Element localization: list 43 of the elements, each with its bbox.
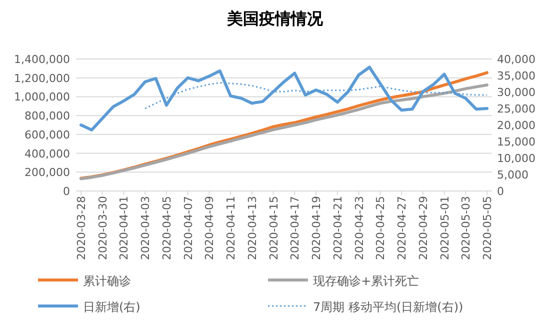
x-tick-label: 2020-05-01 bbox=[438, 196, 452, 260]
y2-tick-label: 35,000 bbox=[497, 70, 536, 82]
y-tick-label: 1,200,000 bbox=[14, 72, 70, 85]
x-tick-label: 2020-04-05 bbox=[160, 196, 174, 260]
y2-tick-label: 25,000 bbox=[497, 102, 536, 116]
x-tick-label: 2020-04-13 bbox=[246, 196, 259, 260]
x-tick-label: 2020-05-03 bbox=[460, 196, 473, 260]
chart-title: 美国疫情情况 bbox=[226, 9, 324, 28]
legend-label: 7周期 移动平均(日新增(右)) bbox=[313, 300, 464, 314]
y2-tick-label: 5,000 bbox=[497, 168, 528, 182]
x-tick-label: 2020-04-11 bbox=[224, 196, 238, 260]
legend-label: 累计确诊 bbox=[83, 274, 131, 288]
legend-label: 日新增(右) bbox=[83, 300, 140, 314]
y-tick-label: 400,000 bbox=[24, 147, 70, 160]
x-tick-label: 2020-04-15 bbox=[267, 196, 280, 260]
x-tick-label: 2020-04-17 bbox=[288, 196, 302, 260]
y2-tick-label: 30,000 bbox=[497, 86, 536, 99]
y-tick-label: 600,000 bbox=[24, 128, 70, 142]
x-tick-label: 2020-04-07 bbox=[182, 196, 195, 260]
y2-tick-label: 40,000 bbox=[497, 53, 536, 66]
x-tick-label: 2020-05-05 bbox=[481, 196, 494, 260]
x-tick-label: 2020-03-30 bbox=[96, 196, 110, 260]
x-tick-label: 2020-03-28 bbox=[75, 196, 88, 260]
x-tick-label: 2020-04-27 bbox=[396, 196, 409, 260]
x-tick-label: 2020-04-09 bbox=[203, 196, 216, 260]
y-tick-label: 1,000,000 bbox=[14, 90, 70, 104]
y-tick-label: 0 bbox=[63, 185, 70, 198]
y2-tick-label: 10,000 bbox=[497, 152, 536, 165]
y-tick-label: 1,400,000 bbox=[14, 53, 70, 66]
x-tick-label: 2020-04-21 bbox=[331, 196, 344, 260]
y2-tick-label: 15,000 bbox=[497, 136, 536, 148]
y-tick-label: 200,000 bbox=[24, 166, 70, 180]
x-tick-label: 2020-04-19 bbox=[310, 196, 324, 260]
x-tick-label: 2020-04-23 bbox=[352, 196, 366, 260]
legend-label: 现存确诊+累计死亡 bbox=[313, 274, 420, 288]
line-series bbox=[80, 66, 488, 132]
x-tick-label: 2020-04-01 bbox=[118, 196, 131, 260]
x-tick-label: 2020-04-03 bbox=[139, 196, 152, 260]
x-tick-label: 2020-04-25 bbox=[374, 196, 388, 260]
y2-tick-label: 0 bbox=[497, 185, 504, 198]
y-tick-label: 800,000 bbox=[24, 110, 70, 123]
y2-tick-label: 20,000 bbox=[497, 119, 536, 132]
x-tick-label: 2020-04-29 bbox=[416, 196, 430, 260]
